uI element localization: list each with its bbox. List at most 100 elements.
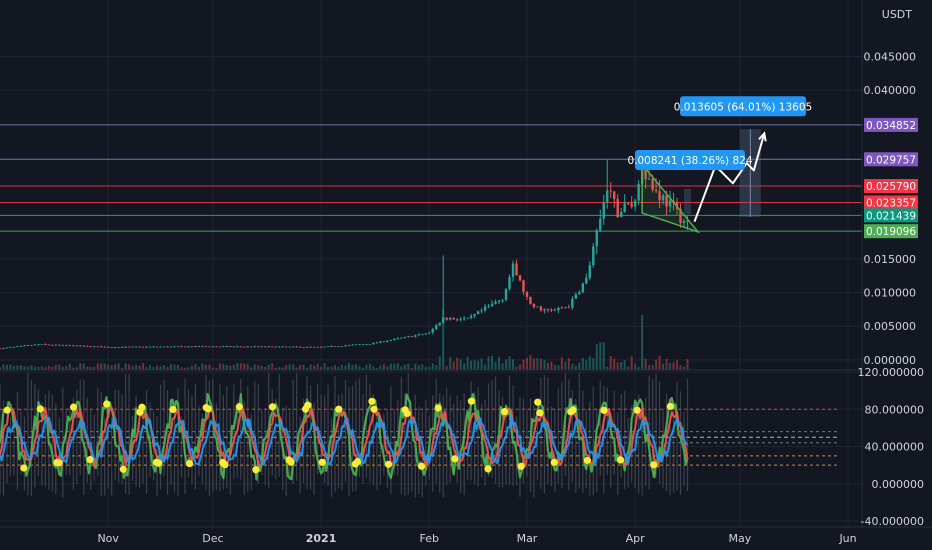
candle-body [86, 345, 89, 347]
oscillator-tick-label: 120.000000 [858, 366, 924, 379]
volume-bar [435, 365, 438, 370]
volume-bar [183, 367, 186, 370]
volume-bar [648, 365, 651, 370]
projection-path[interactable] [693, 131, 767, 223]
candle-body [326, 346, 330, 348]
candle-body [155, 346, 159, 348]
oscillator-marker [36, 405, 44, 413]
volume-bar [138, 365, 141, 370]
volume-bar [560, 357, 563, 370]
volume-bar [65, 366, 68, 370]
candle-body [2, 347, 5, 349]
candle-body [131, 346, 134, 348]
candle-body [9, 347, 12, 348]
candle-body [518, 275, 522, 281]
candle-body [152, 346, 155, 348]
volume-bar [553, 364, 556, 370]
volume-bar [194, 364, 197, 370]
candle-body [236, 346, 239, 348]
falling-wedge[interactable] [641, 162, 701, 234]
candle-body [550, 309, 553, 311]
volume-bar [145, 367, 148, 370]
volume-bar [665, 358, 668, 370]
candle-body [560, 307, 564, 309]
time-tick-label: Jun [838, 532, 856, 545]
candle-body [75, 345, 78, 347]
candle-body [117, 347, 120, 348]
volume-bar [546, 362, 549, 370]
candle-body [110, 347, 113, 349]
volume-bar [354, 364, 357, 370]
oscillator-marker [154, 459, 163, 467]
volume-bar [302, 364, 305, 370]
price-tag-bg[interactable] [864, 195, 918, 210]
price-tag-bg[interactable] [864, 208, 918, 223]
candle-body [302, 347, 305, 349]
candle-body [68, 345, 71, 347]
projection-box[interactable] [684, 188, 691, 215]
candle-body [567, 307, 571, 309]
price-tick-label: 0.005000 [864, 320, 917, 333]
candle-body [462, 318, 466, 320]
price-tag-bg[interactable] [864, 152, 918, 167]
candle-body [613, 191, 616, 200]
oscillator-marker [616, 456, 625, 464]
candle-body [180, 346, 183, 348]
oscillator-marker [353, 458, 362, 466]
volume-bar [529, 355, 532, 370]
price-scale[interactable] [862, 0, 932, 527]
volume-bar [26, 366, 29, 370]
candle-body [546, 309, 550, 310]
candle-body [536, 306, 539, 308]
price-tag-bg[interactable] [864, 179, 918, 194]
volume-bar [152, 367, 155, 370]
volume-bar [550, 361, 553, 370]
candle-body [51, 344, 54, 346]
candle-body [190, 346, 194, 348]
volume-bar [320, 367, 323, 370]
candle-body [358, 344, 361, 346]
time-scale[interactable] [0, 528, 862, 550]
volume-bar [44, 367, 47, 370]
candle-body [616, 199, 619, 218]
oscillator-marker [204, 405, 212, 413]
candle-body [187, 346, 190, 348]
candle-body [686, 220, 689, 222]
candle-body [592, 246, 595, 266]
price-tag-bg[interactable] [864, 224, 918, 239]
candle-body [271, 346, 274, 348]
volume-bar [588, 356, 591, 370]
volume-bar [89, 366, 92, 370]
volume-bar [592, 358, 595, 370]
volume-bar [103, 363, 106, 370]
oscillator-marker [169, 405, 177, 414]
projection-line[interactable] [693, 133, 766, 223]
wedge-outline[interactable] [641, 162, 701, 234]
volume-bar [637, 366, 640, 370]
volume-bar [403, 364, 406, 370]
volume-bar [100, 363, 103, 370]
candle-body [44, 344, 47, 345]
volume-bar [484, 364, 487, 370]
volume-bar [267, 364, 270, 370]
projection-boxes[interactable] [684, 129, 761, 217]
candle-body [218, 346, 222, 348]
volume-bar [135, 364, 138, 370]
time-tick-label: Feb [420, 532, 439, 545]
price-tags[interactable]: 0.034852 0.029757 0.025790 0.0233570.021439… [864, 117, 918, 239]
volume-bar [368, 363, 371, 370]
price-tag-bg[interactable] [864, 117, 918, 132]
volume-bar [512, 359, 515, 370]
candle-body [344, 345, 347, 347]
candle-body [365, 344, 368, 345]
candle-body [113, 347, 117, 349]
volume-bar [644, 358, 647, 370]
time-tick-label: Nov [97, 532, 119, 545]
volume-bar [414, 363, 417, 370]
volume-bar [347, 363, 350, 370]
volume-bar [163, 365, 166, 370]
candle-body [5, 347, 9, 349]
oscillator-marker [304, 401, 312, 409]
price-tick-label: 0.045000 [864, 51, 917, 64]
